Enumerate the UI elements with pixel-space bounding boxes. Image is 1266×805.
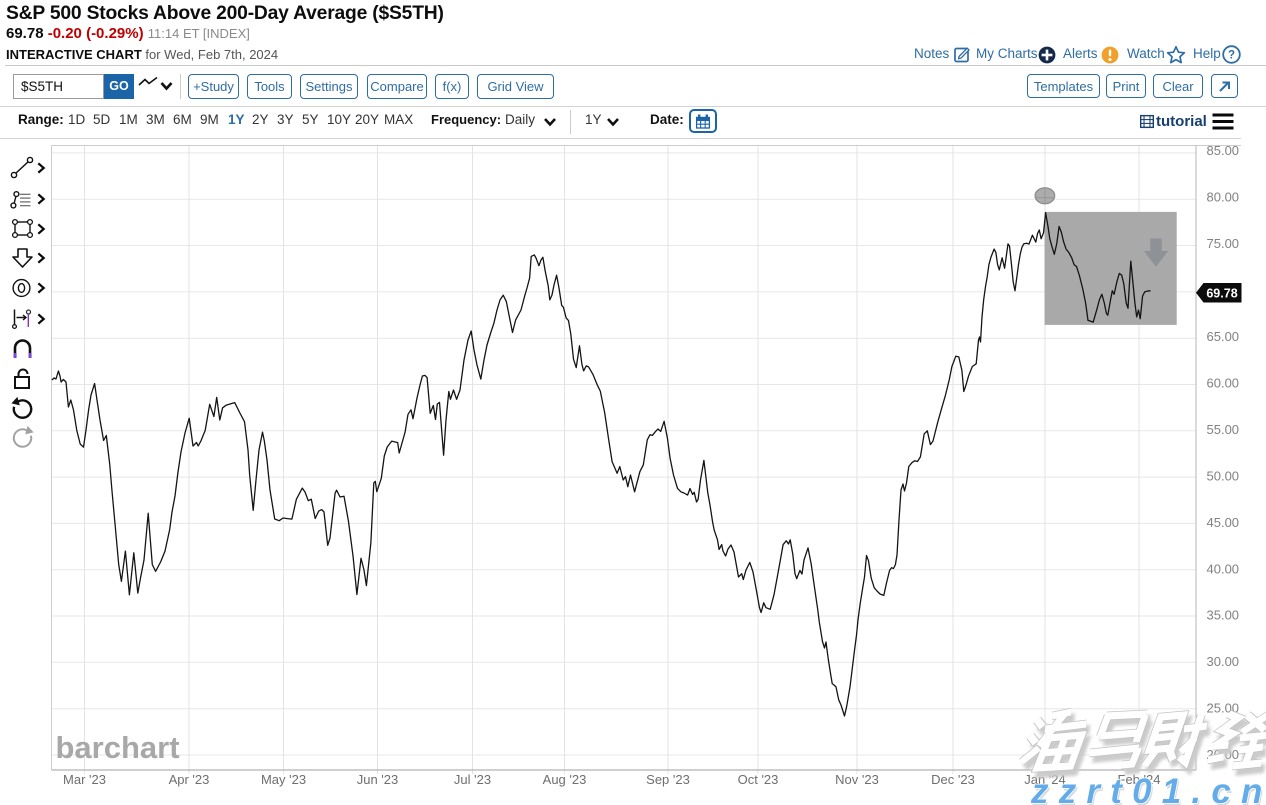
svg-text:Oct '23: Oct '23 — [738, 772, 779, 787]
svg-text:85.00: 85.00 — [1207, 143, 1240, 158]
svg-text:barchart: barchart — [56, 730, 180, 765]
svg-text:zzrt01.cn: zzrt01.cn — [1030, 772, 1266, 805]
svg-text:50.00: 50.00 — [1207, 468, 1240, 483]
svg-text:Jul '23: Jul '23 — [454, 772, 491, 787]
svg-text:55.00: 55.00 — [1207, 422, 1240, 437]
svg-text:Sep '23: Sep '23 — [646, 772, 690, 787]
svg-text:40.00: 40.00 — [1207, 561, 1240, 576]
svg-text:Feb '24: Feb '24 — [1118, 772, 1161, 787]
svg-text:75.00: 75.00 — [1207, 236, 1240, 251]
svg-text:69.78: 69.78 — [1206, 287, 1237, 301]
svg-text:Mar '23: Mar '23 — [63, 772, 106, 787]
svg-text:45.00: 45.00 — [1207, 515, 1240, 530]
svg-text:35.00: 35.00 — [1207, 608, 1240, 623]
svg-text:Dec '23: Dec '23 — [931, 772, 975, 787]
svg-text:Aug '23: Aug '23 — [543, 772, 587, 787]
svg-text:Jun '23: Jun '23 — [357, 772, 399, 787]
svg-text:80.00: 80.00 — [1207, 190, 1240, 205]
svg-text:?: ? — [1228, 50, 1235, 62]
svg-text:65.00: 65.00 — [1207, 329, 1240, 344]
svg-text:30.00: 30.00 — [1207, 654, 1240, 669]
svg-text:60.00: 60.00 — [1207, 375, 1240, 390]
svg-text:May '23: May '23 — [261, 772, 306, 787]
svg-text:zzrt01.cn: zzrt01.cn — [1032, 775, 1266, 805]
svg-text:Apr '23: Apr '23 — [169, 772, 210, 787]
svg-text:Nov '23: Nov '23 — [835, 772, 879, 787]
